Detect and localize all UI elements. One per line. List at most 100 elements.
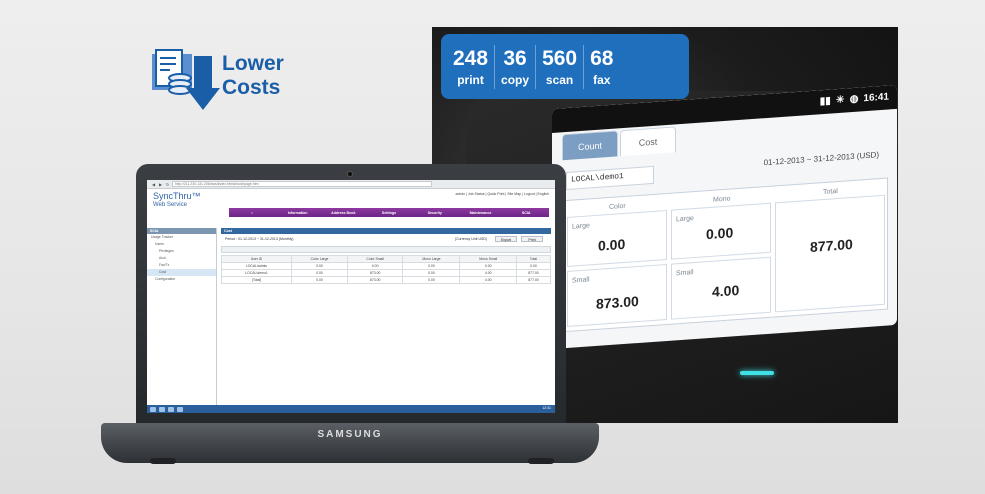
cost-table: User ID Color Large Color Small Mono Lar…	[220, 255, 552, 284]
usage-stats-banner: 248 print 36 copy 560 scan 68 fax	[441, 34, 689, 99]
menu-address-book[interactable]: Address Book	[331, 210, 356, 215]
table-cell: LOCAL\admin	[220, 262, 293, 270]
col-mono-large[interactable]: Mono Large	[402, 255, 461, 263]
table-header-row: User ID Color Large Color Small Mono Lar…	[220, 255, 552, 263]
device-tab-count[interactable]: Count	[562, 130, 618, 161]
table-cell: 0.00	[515, 262, 552, 270]
sidebar-item-privileges[interactable]: Privileges	[159, 249, 174, 253]
period-text: Period : 01-12-2013 ~ 31-12-2013 (Monthl…	[225, 237, 294, 241]
menu-scia[interactable]: SCIA	[521, 210, 531, 215]
currency-text: (Currency Unit USD)	[454, 237, 487, 241]
windows-taskbar: 12:31	[147, 405, 555, 413]
color-header: Color	[609, 202, 626, 212]
clock-text: 16:41	[863, 90, 889, 104]
cost-panel: Cost Period : 01-12-2013 ~ 31-12-2013 (M…	[220, 228, 552, 405]
print-button[interactable]: Print	[521, 236, 543, 242]
device-date-range: 01-12-2013 ~ 31-12-2013 (USD)	[763, 150, 879, 168]
taskbar-app-icon[interactable]	[159, 406, 165, 412]
table-row[interactable]: LOCAL\admin 0.00 0.00 0.00 0.00 0.00	[220, 262, 552, 270]
stat-copy: 36 copy	[501, 46, 530, 87]
device-touch-screen: ▮▮ ☀ ◍ 16:41 Count Cost LOCAL\demo1 01-1…	[552, 84, 897, 350]
lower-costs-title: Lower Costs	[222, 52, 284, 99]
col-color-large[interactable]: Color Large	[291, 255, 348, 263]
col-total[interactable]: Total	[515, 255, 552, 263]
address-bar[interactable]: http://211.230.131.206/sws/index.html#/c…	[172, 181, 432, 187]
laptop-foot	[528, 458, 554, 464]
table-cell: 873.00	[346, 269, 404, 277]
back-icon[interactable]: ◀	[151, 181, 156, 187]
col-color-small[interactable]: Color Small	[346, 255, 404, 263]
mono-header: Mono	[713, 195, 731, 204]
sidebar-header: SCIA	[147, 228, 216, 234]
taskbar-app-icon[interactable]	[168, 406, 174, 412]
table-cell: 0.00	[459, 262, 517, 270]
signal-icon: ▮▮	[819, 95, 831, 107]
header-links[interactable]: admin | Job Status | Quick Print | Site …	[455, 192, 549, 196]
syncthru-logo: SyncThru™	[153, 191, 201, 201]
col-mono-small[interactable]: Mono Small	[459, 255, 517, 263]
table-cell: 0.00	[402, 262, 461, 270]
mono-small-cell: Small 4.00	[671, 256, 771, 320]
col-user-id[interactable]: User ID	[220, 255, 293, 263]
taskbar-app-icon[interactable]	[177, 406, 183, 412]
sidebar-item-acct[interactable]: Acct.	[159, 256, 167, 260]
panel-title: Cost	[221, 228, 551, 234]
table-cell: 4.00	[459, 269, 517, 277]
device-tab-cost[interactable]: Cost	[620, 126, 676, 157]
menu-maintenance[interactable]: Maintenance	[469, 210, 492, 215]
stat-divider	[583, 44, 585, 89]
sidebar-item-cost[interactable]: Cost	[147, 269, 216, 276]
stat-divider	[494, 44, 496, 89]
browser-toolbar: ◀ ▶ ↻ http://211.230.131.206/sws/index.h…	[147, 180, 555, 189]
stat-divider	[535, 44, 537, 89]
table-cell: 4.00	[459, 276, 517, 284]
sidebar-item-fax[interactable]: Fax/Tx	[159, 263, 170, 267]
laptop-base: SAMSUNG	[101, 423, 599, 463]
stat-scan: 560 scan	[542, 46, 578, 87]
table-cell: 877.00	[515, 269, 552, 277]
menu-settings[interactable]: Settings	[381, 210, 397, 215]
table-cell: 873.00	[346, 276, 404, 284]
color-large-cell: Large 0.00	[567, 209, 667, 267]
device-tabs: Count Cost	[562, 126, 678, 161]
table-cell: [Total]	[220, 276, 293, 284]
start-icon[interactable]	[150, 406, 156, 412]
total-cell: 877.00	[775, 194, 885, 313]
menu-information[interactable]: Information	[287, 210, 308, 215]
menu-home-icon[interactable]: ⌂	[250, 210, 253, 215]
syncthru-subtitle: Web Service	[153, 202, 187, 208]
menu-security[interactable]: Security	[427, 210, 442, 215]
sidebar-item-configuration[interactable]: Configuration	[155, 277, 176, 281]
table-cell: 0.00	[402, 276, 461, 284]
table-cell: 0.00	[346, 262, 404, 270]
webcam-icon	[347, 171, 353, 177]
sidebar: SCIA Usage Tracker Users Privileges Acct…	[147, 228, 217, 405]
sidebar-item-usage-tracker[interactable]: Usage Tracker	[151, 235, 174, 239]
table-cell: LOCAL\demo1	[220, 269, 293, 277]
table-cell: 0.00	[291, 276, 348, 284]
table-row[interactable]: LOCAL\demo1 0.00 873.00 0.00 4.00 877.00	[220, 269, 552, 277]
main-menu: ⌂ Information Address Book Settings Secu…	[229, 208, 549, 217]
device-cost-grid: Color Large 0.00 Small 873.00 Mono Large…	[562, 177, 888, 333]
table-row[interactable]: [Total] 0.00 873.00 0.00 4.00 877.00	[220, 276, 552, 284]
total-header: Total	[823, 188, 838, 197]
forward-icon[interactable]: ▶	[158, 181, 163, 187]
status-led	[740, 371, 774, 375]
sidebar-item-users[interactable]: Users	[155, 242, 164, 246]
color-small-cell: Small 873.00	[567, 263, 667, 327]
table-cell: 877.00	[515, 276, 552, 284]
export-button[interactable]: Export	[495, 236, 517, 242]
table-cell: 0.00	[291, 262, 348, 270]
stat-print: 248 print	[453, 46, 489, 87]
table-toolbar	[221, 246, 551, 253]
samsung-logo: SAMSUNG	[317, 429, 383, 440]
laptop-foot	[150, 458, 176, 464]
table-cell: 0.00	[402, 269, 461, 277]
reload-icon[interactable]: ↻	[165, 181, 170, 187]
table-cell: 0.00	[291, 269, 348, 277]
device-user-field[interactable]: LOCAL\demo1	[566, 165, 654, 191]
lower-costs-icon	[148, 48, 222, 112]
brightness-icon: ☀	[835, 94, 845, 106]
laptop-screen: ◀ ▶ ↻ http://211.230.131.206/sws/index.h…	[147, 180, 555, 413]
mono-large-cell: Large 0.00	[671, 202, 771, 260]
